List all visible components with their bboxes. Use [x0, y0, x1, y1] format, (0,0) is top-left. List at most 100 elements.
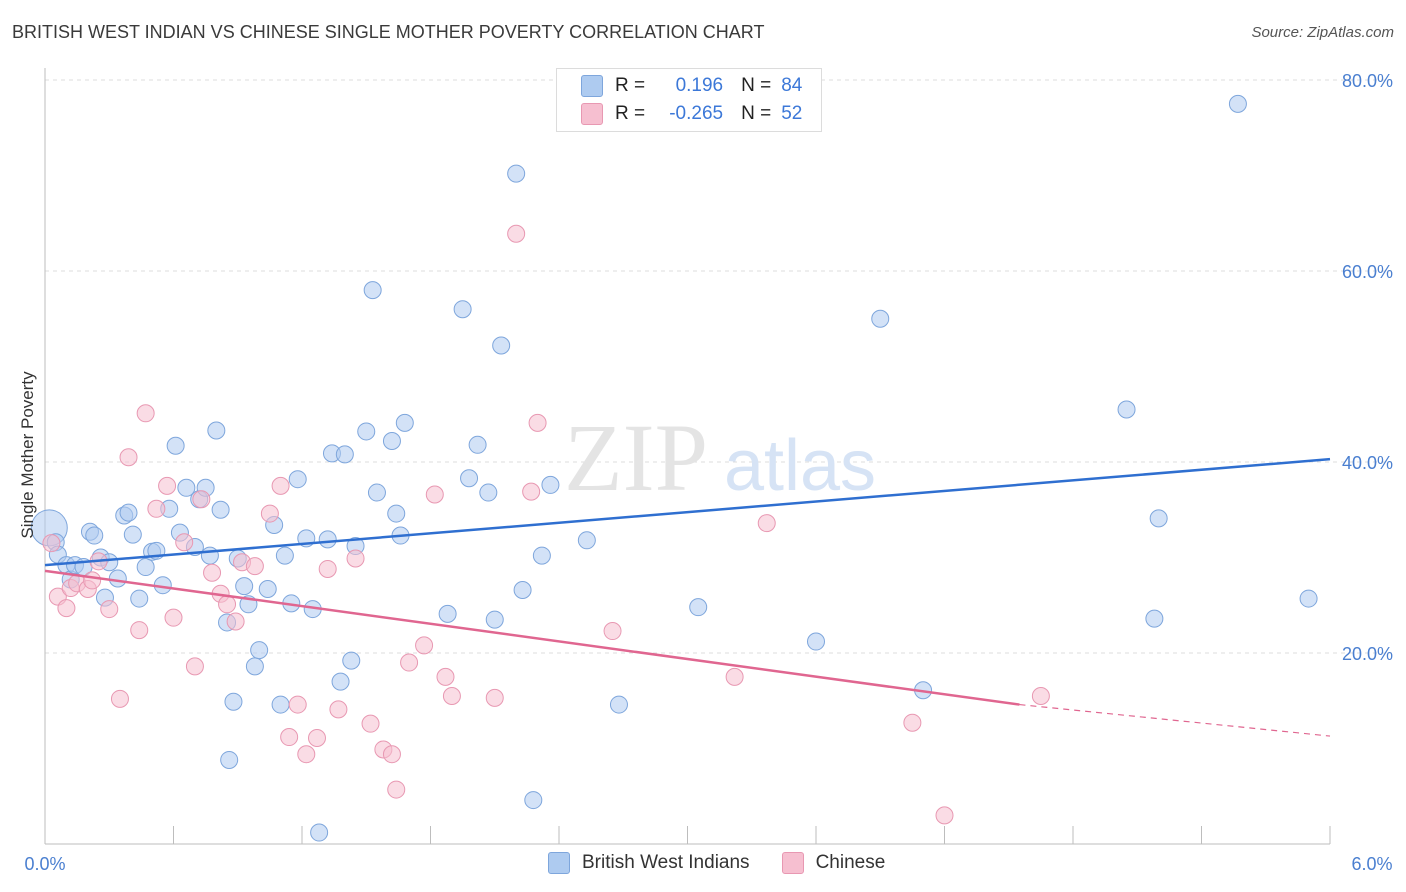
- chinese-trendline-extension: [1019, 703, 1331, 737]
- british-west-indians-point: [438, 604, 457, 623]
- british-west-indians-point: [460, 469, 479, 488]
- chinese-point: [346, 549, 365, 568]
- y-axis-title: Single Mother Poverty: [18, 371, 37, 539]
- british-west-indians-point: [382, 431, 401, 450]
- british-west-indians-point: [367, 483, 386, 502]
- british-west-indians-point: [130, 589, 149, 608]
- british-west-indians-point: [207, 421, 226, 440]
- chinese-point: [507, 224, 526, 243]
- chinese-point: [130, 621, 149, 640]
- british-west-indians-point: [288, 470, 307, 489]
- legend-r-label: R =: [615, 75, 646, 96]
- correlation-legend: R = 0.196 N = 84 R = -0.265 N = 52: [556, 68, 822, 132]
- chinese-point: [425, 485, 444, 504]
- british-west-indians-point: [224, 692, 243, 711]
- chinese-point: [757, 514, 776, 533]
- legend-r-value: 0.196: [675, 75, 724, 96]
- british-west-indians-point: [468, 435, 487, 454]
- british-west-indians-point: [245, 657, 264, 676]
- british-west-indians-point: [1145, 609, 1164, 628]
- british-west-indians-point: [485, 610, 504, 629]
- british-west-indians-point: [335, 445, 354, 464]
- pink-swatch: [581, 103, 603, 125]
- chinese-point: [158, 476, 177, 495]
- british-west-indians-point: [85, 526, 104, 545]
- british-west-indians-point: [609, 695, 628, 714]
- chinese-point: [318, 559, 337, 578]
- chinese-point: [83, 571, 102, 590]
- british-west-indians-point: [258, 580, 277, 599]
- british-west-indians-point: [492, 336, 511, 355]
- british-west-indians-point: [1117, 400, 1136, 419]
- british-west-indians-point: [318, 530, 337, 549]
- british-west-indians-point: [541, 475, 560, 494]
- chinese-point: [245, 557, 264, 576]
- chinese-point: [185, 657, 204, 676]
- chinese-point: [903, 713, 922, 732]
- british-west-indians-point: [395, 413, 414, 432]
- chinese-point: [522, 482, 541, 501]
- british-west-indians-point: [271, 695, 290, 714]
- chinese-point: [361, 714, 380, 733]
- chinese-point: [226, 612, 245, 631]
- legend-r-value: -0.265: [669, 103, 724, 124]
- chinese-point: [400, 653, 419, 672]
- british-west-indians-point: [1299, 589, 1318, 608]
- british-west-indians-point: [235, 577, 254, 596]
- chinese-point: [603, 622, 622, 641]
- british-west-indians-point: [479, 483, 498, 502]
- chinese-point: [436, 667, 455, 686]
- chinese-point: [528, 413, 547, 432]
- y-tick-label: 40.0%: [1342, 453, 1393, 473]
- chinese-point: [260, 504, 279, 523]
- british-west-indians-point: [453, 300, 472, 319]
- chinese-point: [110, 689, 129, 708]
- chinese-point: [57, 599, 76, 618]
- british-west-indians-point: [166, 436, 185, 455]
- chinese-point: [218, 595, 237, 614]
- british-west-indians-point: [363, 281, 382, 300]
- legend-n-value: 84: [781, 75, 803, 96]
- chinese-point: [935, 806, 954, 825]
- chinese-trendline: [44, 569, 1020, 706]
- chinese-point: [387, 780, 406, 799]
- x-tick-label: 6.0%: [1351, 854, 1392, 874]
- chinese-point: [164, 608, 183, 627]
- chinese-point: [329, 700, 348, 719]
- british-west-indians-point: [250, 641, 269, 660]
- chinese-point: [725, 667, 744, 686]
- blue-swatch: [548, 852, 570, 874]
- british-west-indians-point: [1228, 94, 1247, 113]
- british-west-indians-point: [1149, 509, 1168, 528]
- chinese-point: [288, 695, 307, 714]
- watermark: ZIP atlas: [564, 404, 876, 511]
- british-west-indians-point: [220, 750, 239, 769]
- british-west-indians-point: [871, 309, 890, 328]
- british-west-indians-point: [387, 504, 406, 523]
- axes: [44, 68, 1331, 845]
- chinese-point: [382, 745, 401, 764]
- blue-swatch: [581, 75, 603, 97]
- british-west-indians-point: [331, 672, 350, 691]
- y-tick-label: 20.0%: [1342, 644, 1393, 664]
- british-west-indians-point: [136, 558, 155, 577]
- chinese-point: [307, 728, 326, 747]
- chinese-point: [175, 533, 194, 552]
- chinese-point: [203, 563, 222, 582]
- legend-row-british-west-indians: R = 0.196 N = 84: [581, 73, 802, 99]
- y-tick-label: 60.0%: [1342, 262, 1393, 282]
- chinese-point: [485, 688, 504, 707]
- chinese-point: [100, 600, 119, 619]
- british-west-indians-point: [200, 546, 219, 565]
- british-west-indians-point: [275, 546, 294, 565]
- legend-item-british-west-indians[interactable]: British West Indians: [548, 852, 750, 874]
- british-west-indians-point: [357, 422, 376, 441]
- source-label: Source: ZipAtlas.com: [1251, 24, 1394, 41]
- axis-labels: 80.0% 60.0% 40.0% 20.0% 0.0% 6.0% Single Mothe…: [18, 71, 1393, 874]
- british-west-indians-point: [177, 478, 196, 497]
- british-west-indians-point: [108, 569, 127, 588]
- chinese-point: [192, 490, 211, 509]
- chinese-point: [1031, 686, 1050, 705]
- legend-item-chinese[interactable]: Chinese: [781, 852, 885, 874]
